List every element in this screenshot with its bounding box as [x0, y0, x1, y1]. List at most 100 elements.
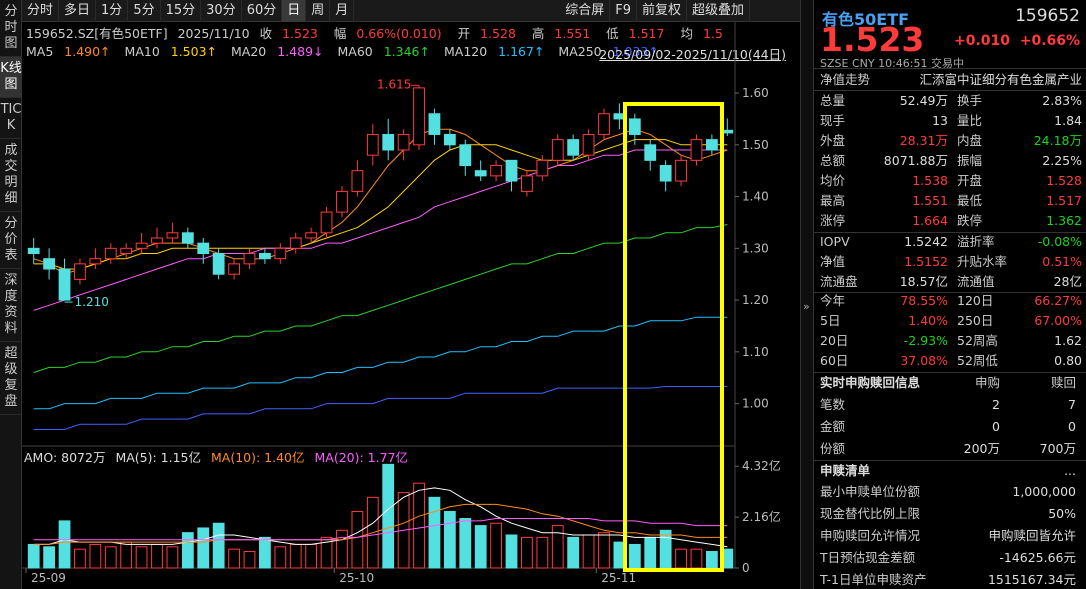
list-more-icon[interactable]: ...	[1064, 463, 1076, 478]
tab-period-3[interactable]: 5分	[128, 0, 161, 22]
row-label: 外盘	[820, 133, 846, 148]
price-tick-5: 1.10	[742, 345, 769, 359]
vol-bar-4	[89, 543, 102, 569]
toolbar-btn-0[interactable]: 综合屏	[560, 0, 611, 22]
candle-6	[120, 243, 133, 259]
perf-row-1: 5日 1.40% 250日 67.00%	[820, 311, 1082, 331]
vol-bar-37	[598, 532, 610, 569]
ma-item-3: MA60 1.346↑	[338, 44, 437, 59]
row-label: 120日	[957, 293, 994, 308]
tab-period-1[interactable]: 多日	[59, 0, 97, 22]
quote-info-line: 159652.SZ[有色50ETF] 2025/11/10 收 1.523 幅 …	[26, 23, 800, 41]
row-label: 最低	[957, 193, 983, 208]
row-label: 开盘	[957, 173, 983, 188]
kline-chart[interactable]: 1.60 1.50 1.40 1.30 1.20 1.10 1.00 4.32亿 2.16亿 0 1…	[0, 0, 800, 589]
leftnav-item-3[interactable]: 成交明细	[0, 139, 22, 212]
row-value: 0.80	[1054, 353, 1082, 368]
list-row-4: T-1日单位申赎资产 1515167.34元	[820, 569, 1082, 589]
row-label: 20日	[820, 333, 849, 348]
info-range-label: 幅	[333, 26, 347, 41]
tab-period-4[interactable]: 15分	[161, 0, 202, 22]
leftnav-item-6[interactable]: 超级复盘	[0, 342, 22, 415]
tab-period-0[interactable]: 分时	[22, 0, 60, 22]
candle-28	[459, 139, 472, 176]
row-label: 换手	[957, 93, 983, 108]
date-range[interactable]: 2025/09/02-2025/11/10(44日)	[599, 47, 786, 62]
vol-bar-25	[413, 482, 425, 569]
leftnav-item-2[interactable]: TICK	[0, 98, 22, 139]
row-label: 60日	[820, 353, 849, 368]
tab-period-5[interactable]: 30分	[201, 0, 242, 22]
row-value: 2.83%	[1042, 93, 1082, 108]
x-tick-1: 25-10	[339, 571, 374, 585]
quote-row-2: 外盘 28.31万 内盘 24.18万	[820, 131, 1082, 151]
sg-row-1: 金额 0 0	[820, 416, 1082, 437]
collapse-arrow-icon[interactable]: »	[803, 300, 810, 313]
nav-trend-label[interactable]: 净值走势	[820, 72, 871, 87]
row-label: 均价	[820, 173, 846, 188]
leftnav-item-0[interactable]: 分时图	[0, 0, 22, 57]
leftnav-item-5[interactable]: 深度资料	[0, 269, 22, 342]
tab-period-7[interactable]: 日	[282, 0, 307, 22]
info-avg-label: 均	[680, 26, 693, 41]
left-nav: 分时图 K线图 TICK 成交明细 分价表 深度资料 超级复盘	[0, 0, 22, 589]
vol-bar-7	[135, 546, 148, 569]
sg-row-2: 份额 200万 700万	[820, 438, 1082, 459]
row-value: 1.84	[1054, 113, 1082, 128]
highlight-box	[623, 102, 724, 572]
vol-tick-0: 4.32亿	[742, 458, 781, 473]
quote-row-1: 现手 13 量比 1.84	[820, 111, 1082, 131]
info-open: 1.528	[480, 26, 516, 41]
list-value: 申购赎回皆允许	[988, 528, 1076, 543]
iopv-row-2: 流通盘 18.57亿 流通值 28亿	[820, 272, 1082, 292]
divider	[814, 292, 1086, 293]
tab-period-6[interactable]: 60分	[242, 0, 283, 22]
candle-19	[320, 206, 333, 238]
vol-bar-44	[705, 551, 718, 569]
list-label: 最小申赎单位份额	[820, 484, 921, 499]
tab-period-9[interactable]: 月	[330, 0, 355, 22]
candle-17	[289, 232, 302, 254]
row-value: 28亿	[1053, 274, 1082, 289]
row-value: 66.27%	[1034, 293, 1082, 308]
row-label: 250日	[957, 313, 994, 328]
tab-period-2[interactable]: 1分	[96, 0, 129, 22]
vol-bar-19	[320, 536, 333, 569]
tab-period-8[interactable]: 周	[306, 0, 331, 22]
vol-ma-ma5	[33, 487, 728, 548]
ma-line-ma10	[33, 139, 728, 270]
row-value: -0.08%	[1037, 234, 1082, 249]
leftnav-item-1[interactable]: K线图	[0, 57, 22, 98]
info-low-label: 低	[606, 26, 619, 41]
toolbar-btn-1[interactable]: F9	[610, 0, 637, 22]
ma-item-4: MA120 1.167↑	[444, 44, 551, 59]
row-value: 24.18万	[1033, 133, 1082, 148]
row-label: 涨停	[820, 213, 846, 228]
list-row-0: 最小申赎单位份额 1,000,000	[820, 481, 1082, 503]
sg-redeem: 7	[1068, 397, 1076, 412]
vol-bar-34	[551, 525, 564, 569]
row-label: 今年	[820, 293, 846, 308]
quote-row-3: 总额 8071.88万 振幅 2.25%	[820, 151, 1082, 171]
sg-buy: 2	[992, 397, 1000, 412]
vol-bar-13	[228, 548, 240, 569]
vol-tick-1: 2.16亿	[742, 509, 781, 524]
candle-9	[166, 222, 179, 244]
row-value: 67.00%	[1034, 313, 1082, 328]
row-value: 28.31万	[899, 133, 948, 148]
vol-bar-11	[197, 527, 210, 569]
panel-collapse-bar[interactable]: »	[800, 0, 813, 589]
nav-header[interactable]: 净值走势 汇添富中证细分有色金属产业	[820, 70, 1082, 90]
list-label: 申购赎回允许情况	[820, 528, 921, 543]
toolbar-btn-3[interactable]: 超级叠加	[687, 0, 750, 22]
leftnav-item-4[interactable]: 分价表	[0, 212, 22, 269]
row-label: 量比	[957, 113, 983, 128]
row-value: -2.93%	[903, 333, 948, 348]
vol-bar-42	[675, 548, 687, 569]
quote-row-4: 均价 1.538 开盘 1.528	[820, 171, 1082, 191]
market-status: SZSE CNY 10:46:51 交易中	[820, 57, 964, 70]
sg-label: 份额	[820, 441, 846, 456]
candle-27	[443, 129, 456, 150]
toolbar-btn-2[interactable]: 前复权	[637, 0, 687, 22]
sg-title: 实时申购赎回信息	[820, 375, 921, 390]
